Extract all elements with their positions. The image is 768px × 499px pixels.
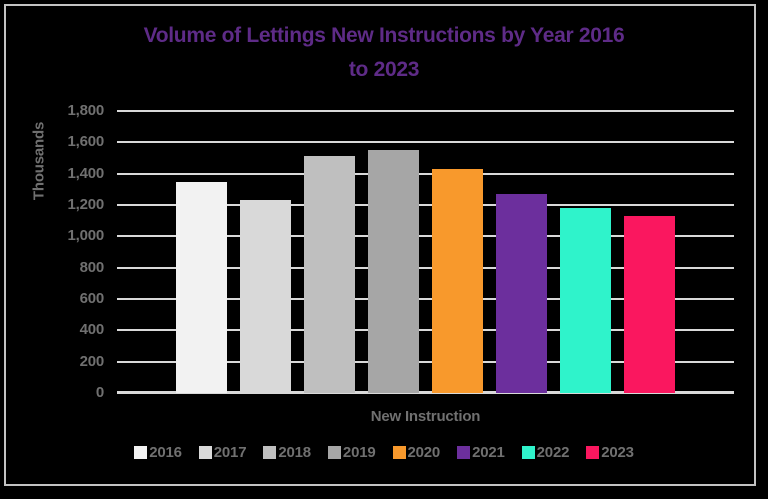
gridline-1,400	[117, 172, 734, 175]
legend: 2016 2017 2018 2019 2020 2021 2022 2023	[0, 444, 768, 461]
legend-swatch-2018	[263, 446, 277, 459]
gridline-1,200	[117, 204, 734, 206]
legend-label-2017: 2017	[213, 444, 247, 461]
y-tick-200: 200	[79, 352, 105, 370]
y-tick-1,600: 1,600	[67, 133, 104, 151]
bar-2023	[624, 215, 675, 393]
legend-label-2023: 2023	[601, 444, 634, 461]
legend-label-2020: 2020	[407, 444, 441, 461]
legend-swatch-2020	[392, 446, 406, 459]
bar-2019	[368, 150, 419, 393]
legend-swatch-2023	[586, 446, 600, 459]
legend-item-2022: 2022	[521, 444, 570, 461]
legend-item-2020: 2020	[392, 444, 441, 461]
chart-title: Volume of Lettings New Instructions by Y…	[0, 19, 768, 87]
gridline-600	[117, 298, 734, 300]
legend-item-2019: 2019	[327, 444, 376, 461]
gridline-400	[117, 329, 734, 332]
gridline-1,600	[117, 141, 734, 144]
y-tick-800: 800	[79, 258, 105, 276]
legend-label-2022: 2022	[536, 444, 570, 461]
legend-item-2023: 2023	[586, 444, 634, 461]
bar-2018	[304, 156, 355, 393]
gridline-1,800	[117, 110, 734, 112]
y-tick-1,200: 1,200	[67, 196, 104, 213]
legend-label-2016: 2016	[149, 444, 182, 461]
gridline-1,000	[117, 235, 734, 238]
legend-swatch-2019	[327, 446, 341, 459]
legend-swatch-2016	[134, 446, 148, 459]
legend-item-2021: 2021	[457, 444, 505, 461]
bar-2022	[560, 208, 611, 393]
gridline-200	[117, 360, 734, 363]
legend-swatch-2017	[198, 446, 212, 459]
chart-title-line-2: to 2023	[348, 58, 420, 81]
y-tick-0: 0	[95, 384, 104, 401]
y-tick-1,000: 1,000	[67, 227, 104, 245]
legend-item-2017: 2017	[198, 444, 247, 461]
legend-label-2018: 2018	[278, 444, 311, 461]
gridline-800	[117, 266, 734, 269]
legend-label-2021: 2021	[472, 444, 505, 461]
bar-2021	[496, 194, 547, 393]
x-axis-title: New Instruction	[370, 408, 481, 425]
x-axis-line	[117, 391, 734, 394]
bar-2016	[176, 181, 227, 393]
bar-2020	[432, 168, 483, 393]
legend-item-2016: 2016	[134, 444, 182, 461]
chart-title-line-1: Volume of Lettings New Instructions by Y…	[143, 24, 625, 47]
bars	[117, 111, 734, 393]
y-tick-1,800: 1,800	[67, 102, 104, 119]
chart-border	[4, 4, 756, 486]
legend-item-2018: 2018	[263, 444, 311, 461]
y-tick-1,400: 1,400	[67, 164, 104, 182]
bar-2017	[240, 200, 291, 393]
y-tick-600: 600	[79, 290, 105, 307]
legend-swatch-2022	[521, 446, 535, 459]
legend-label-2019: 2019	[342, 444, 376, 461]
plot-area	[117, 110, 734, 394]
y-tick-400: 400	[79, 321, 105, 339]
y-tick-labels: 0 200 400 600 800 1,000 1,200 1,400 1,600 1,800	[0, 102, 105, 401]
legend-swatch-2021	[457, 446, 471, 459]
